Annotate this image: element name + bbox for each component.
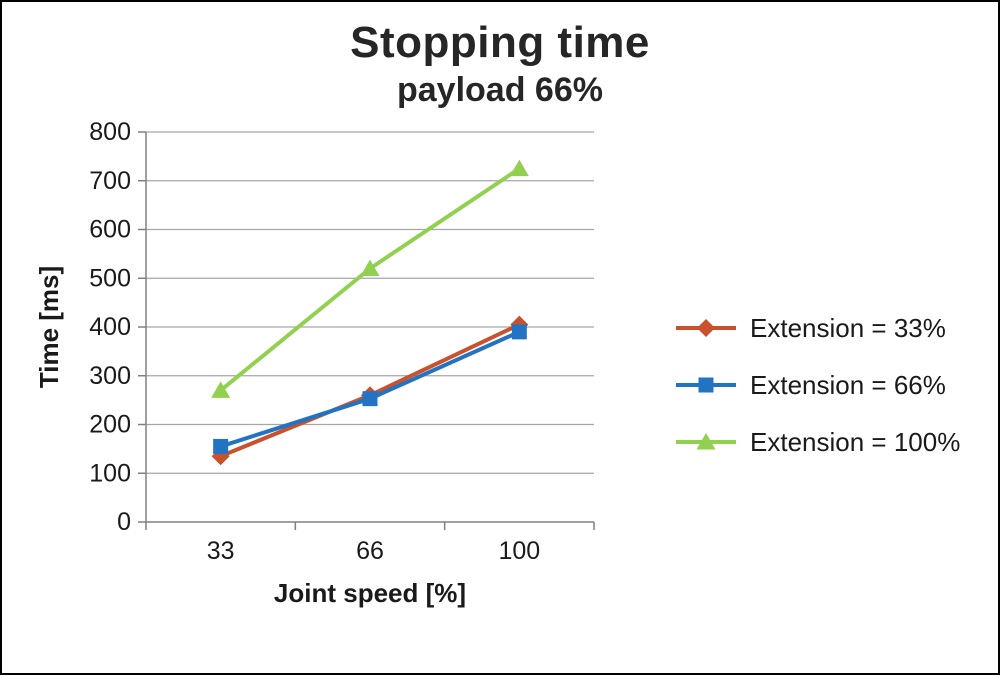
svg-text:600: 600 [89, 215, 131, 243]
svg-text:300: 300 [89, 361, 131, 389]
svg-text:200: 200 [89, 410, 131, 438]
svg-text:500: 500 [89, 264, 131, 292]
chart-legend: Extension = 33% Extension = 66% Extensio… [674, 300, 960, 471]
svg-text:100: 100 [498, 537, 540, 565]
chart-body: 0 100 200 300 400 500 600 700 800 33 66 100 Joint sp… [28, 110, 998, 635]
chart-subtitle: payload 66% [397, 70, 603, 109]
svg-text:0: 0 [117, 508, 131, 536]
line-chart: 0 100 200 300 400 500 600 700 800 33 66 100 Joint sp… [34, 118, 595, 608]
svg-text:Joint speed [%]: Joint speed [%] [274, 578, 466, 608]
svg-text:700: 700 [89, 166, 131, 194]
legend-marker-diamond-icon [676, 319, 736, 338]
legend-label: Extension = 33% [750, 312, 946, 343]
legend-item-extension-66: Extension = 66% [674, 370, 960, 401]
chart-title: Stopping time [350, 18, 650, 67]
legend-item-extension-33: Extension = 33% [674, 313, 960, 344]
svg-text:100: 100 [89, 459, 131, 487]
chart-header: Stopping time payload 66% [2, 2, 998, 110]
svg-text:800: 800 [89, 118, 131, 146]
svg-text:33: 33 [207, 537, 235, 565]
legend-label: Extension = 100% [750, 426, 961, 457]
svg-text:66: 66 [356, 537, 384, 565]
legend-marker-square-icon [676, 377, 736, 393]
svg-text:400: 400 [89, 313, 131, 341]
legend-item-extension-100: Extension = 100% [674, 427, 960, 458]
legend-marker-triangle-icon [676, 433, 736, 450]
legend-label: Extension = 66% [750, 369, 946, 400]
svg-text:Time [ms]: Time [ms] [34, 266, 64, 388]
